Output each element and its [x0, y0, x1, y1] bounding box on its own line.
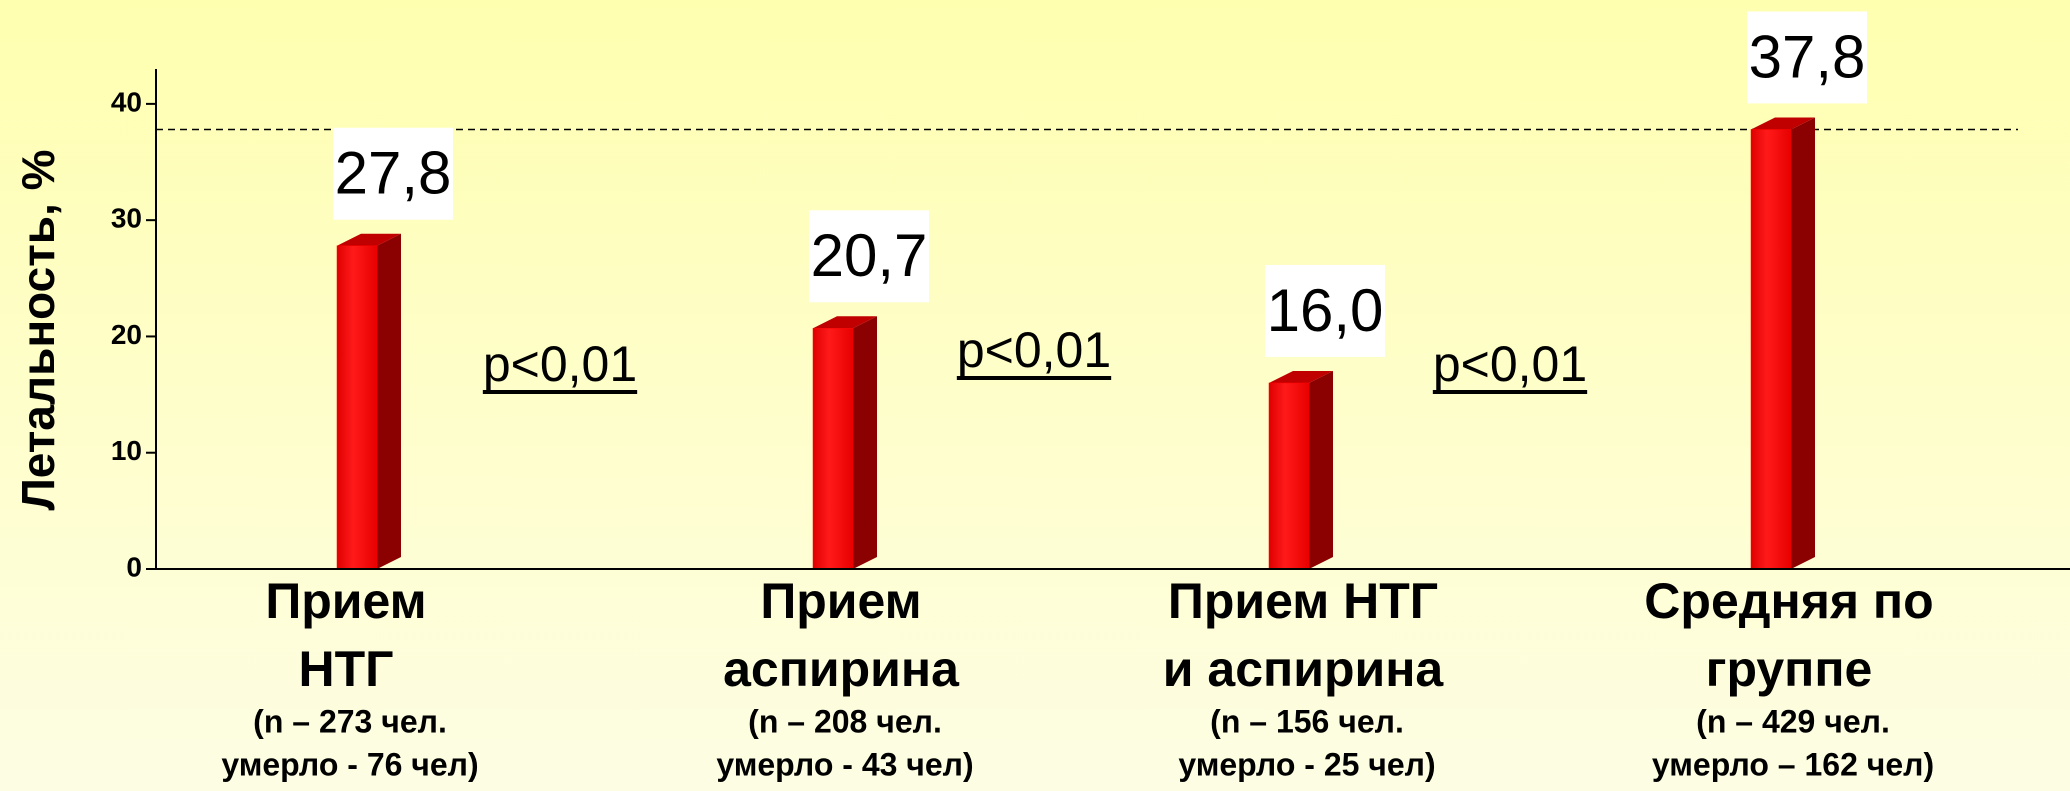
category-note: (n – 273 чел.	[253, 703, 447, 739]
y-tick-label: 20	[111, 319, 142, 350]
y-tick-label: 0	[126, 551, 142, 582]
bar-front	[812, 328, 854, 570]
annotation: p<0,01	[957, 322, 1111, 378]
value-label: 27,8	[335, 140, 452, 207]
category-note: умерло - 76 чел)	[221, 746, 478, 782]
value-label-box	[333, 127, 453, 220]
category-note: умерло - 43 чел)	[716, 746, 973, 782]
y-tick-label: 10	[111, 435, 142, 466]
bar-front	[1750, 129, 1792, 570]
x-tick-label: Прием	[760, 573, 921, 629]
y-tick-label: 30	[111, 203, 142, 234]
bar	[812, 316, 877, 570]
bar-side	[1309, 370, 1333, 569]
value-label-box	[809, 210, 929, 303]
x-tick-label: группе	[1706, 641, 1873, 697]
x-tick-label: Прием НТГ	[1168, 573, 1438, 629]
category-note: (n – 156 чел.	[1210, 703, 1404, 739]
bar-top	[337, 233, 401, 246]
bar	[1750, 117, 1815, 570]
bar-side	[853, 316, 877, 569]
annotation: p<0,01	[483, 336, 637, 392]
bar-top	[1269, 370, 1333, 383]
category-note: (n – 429 чел.	[1696, 703, 1890, 739]
value-label-box	[1747, 11, 1867, 104]
value-label-box	[1265, 264, 1385, 357]
category-note: умерло – 162 чел)	[1652, 746, 1934, 782]
category-note: умерло - 25 чел)	[1178, 746, 1435, 782]
x-tick-label: и аспирина	[1163, 641, 1445, 697]
bar-side	[377, 233, 401, 569]
bar-side	[1791, 117, 1815, 569]
category-note: (n – 208 чел.	[748, 703, 942, 739]
x-tick-label: аспирина	[723, 641, 960, 697]
x-tick-label: Прием	[265, 573, 426, 629]
annotation: p<0,01	[1433, 336, 1587, 392]
x-tick-label: НТГ	[299, 641, 394, 697]
value-label: 16,0	[1267, 277, 1384, 344]
y-axis-label: Летальность, %	[12, 150, 64, 511]
bar	[1268, 370, 1333, 570]
value-label: 37,8	[1749, 23, 1866, 90]
bar-top	[1751, 117, 1815, 130]
x-tick-label: Средняя по	[1644, 573, 1933, 629]
bar	[336, 233, 401, 570]
bar-front	[1268, 382, 1310, 570]
y-tick-label: 40	[111, 86, 142, 117]
bar-top	[813, 316, 877, 329]
value-label: 20,7	[811, 222, 928, 289]
bar-front	[336, 245, 378, 570]
